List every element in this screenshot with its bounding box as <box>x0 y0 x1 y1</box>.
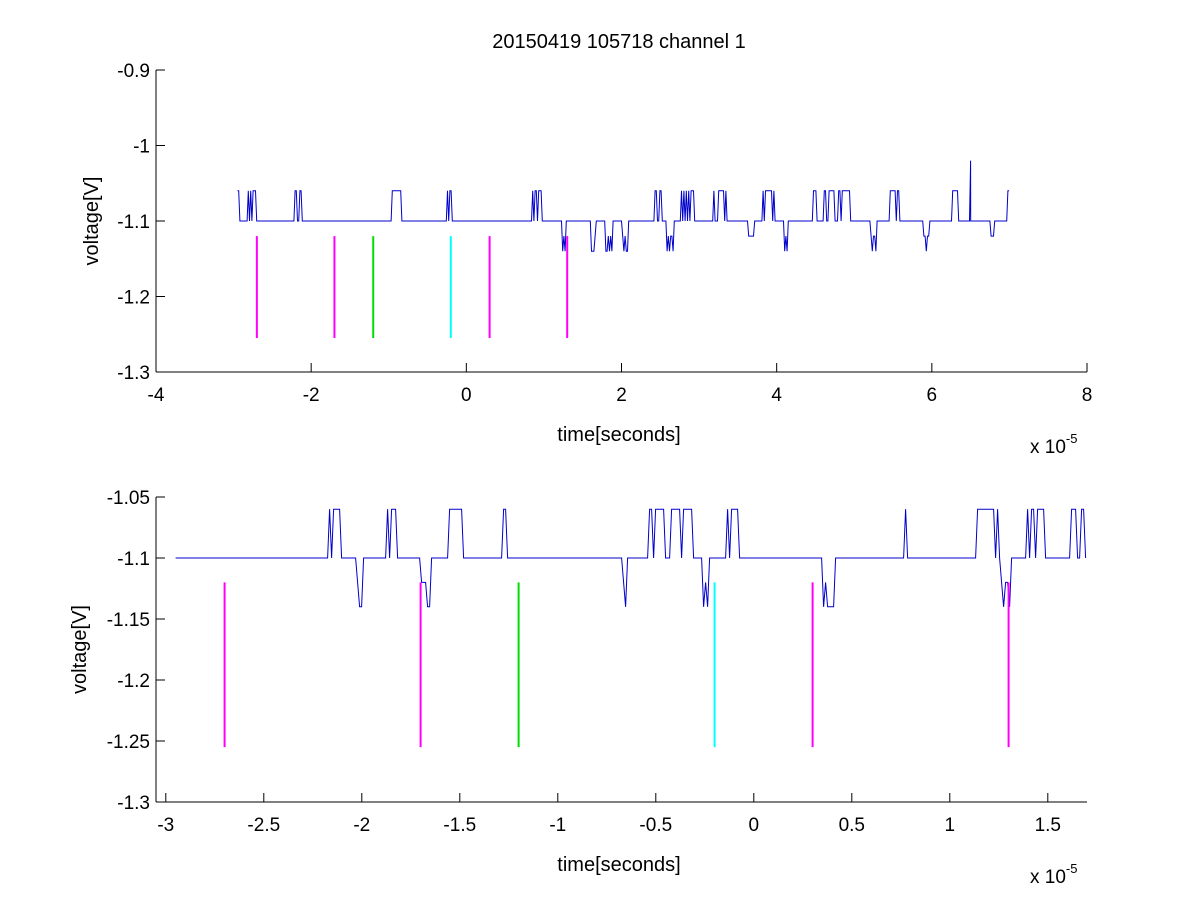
x-tick-label: 8 <box>1082 385 1093 406</box>
x-tick-label: -2 <box>303 385 320 406</box>
x-tick-label: -2 <box>353 815 370 836</box>
x-axis-label: time[seconds] <box>557 424 680 446</box>
y-tick-label: -1.3 <box>117 793 150 814</box>
x-tick-label: 0.5 <box>839 815 865 836</box>
x-tick-label: -3 <box>157 815 174 836</box>
x-tick-label: 2 <box>616 385 627 406</box>
y-tick-label: -1.25 <box>107 732 150 753</box>
x-tick-label: -0.5 <box>639 815 672 836</box>
y-tick-label: -1.1 <box>117 212 150 233</box>
x-exponent-label: x 10-5 <box>1030 431 1077 458</box>
x-tick-label: 1 <box>945 815 956 836</box>
y-tick-label: -1.05 <box>107 488 150 509</box>
y-axis-label: voltage[V] <box>69 605 91 694</box>
x-tick-label: -1 <box>549 815 566 836</box>
x-tick-label: 0 <box>749 815 760 836</box>
bottom-subplot: -3 -2.5 -2 -1.5 -1 -0.5 0 0.5 1 1.5 -1.3 -1.25 -1.2 -… <box>69 488 1087 888</box>
x-tick-label: -1.5 <box>443 815 476 836</box>
x-tick-label: 4 <box>771 385 782 406</box>
x-tick-label: 0 <box>461 385 472 406</box>
y-tick-label: -1.3 <box>117 363 150 384</box>
x-tick-label: 1.5 <box>1035 815 1061 836</box>
y-tick-label: -0.9 <box>117 61 150 82</box>
y-tick-label: -1 <box>133 137 150 158</box>
signal-series-line <box>175 508 1087 608</box>
signal-series-line <box>237 160 1010 252</box>
x-axis-label: time[seconds] <box>557 854 680 876</box>
x-tick-label: 6 <box>927 385 938 406</box>
y-tick-label: -1.2 <box>117 288 150 309</box>
y-tick-label: -1.2 <box>117 671 150 692</box>
x-exponent-label: x 10-5 <box>1030 861 1077 888</box>
y-tick-label: -1.15 <box>107 610 150 631</box>
y-axis-label: voltage[V] <box>81 177 103 266</box>
y-tick-label: -1.1 <box>117 549 150 570</box>
x-tick-label: -4 <box>148 385 165 406</box>
figure-title: 20150419 105718 channel 1 <box>492 31 746 53</box>
top-subplot: -4 -2 0 2 4 6 8 -1.3 -1.2 -1.1 -1 -0.9 time[seconds]… <box>81 61 1092 458</box>
x-tick-label: -2.5 <box>247 815 280 836</box>
